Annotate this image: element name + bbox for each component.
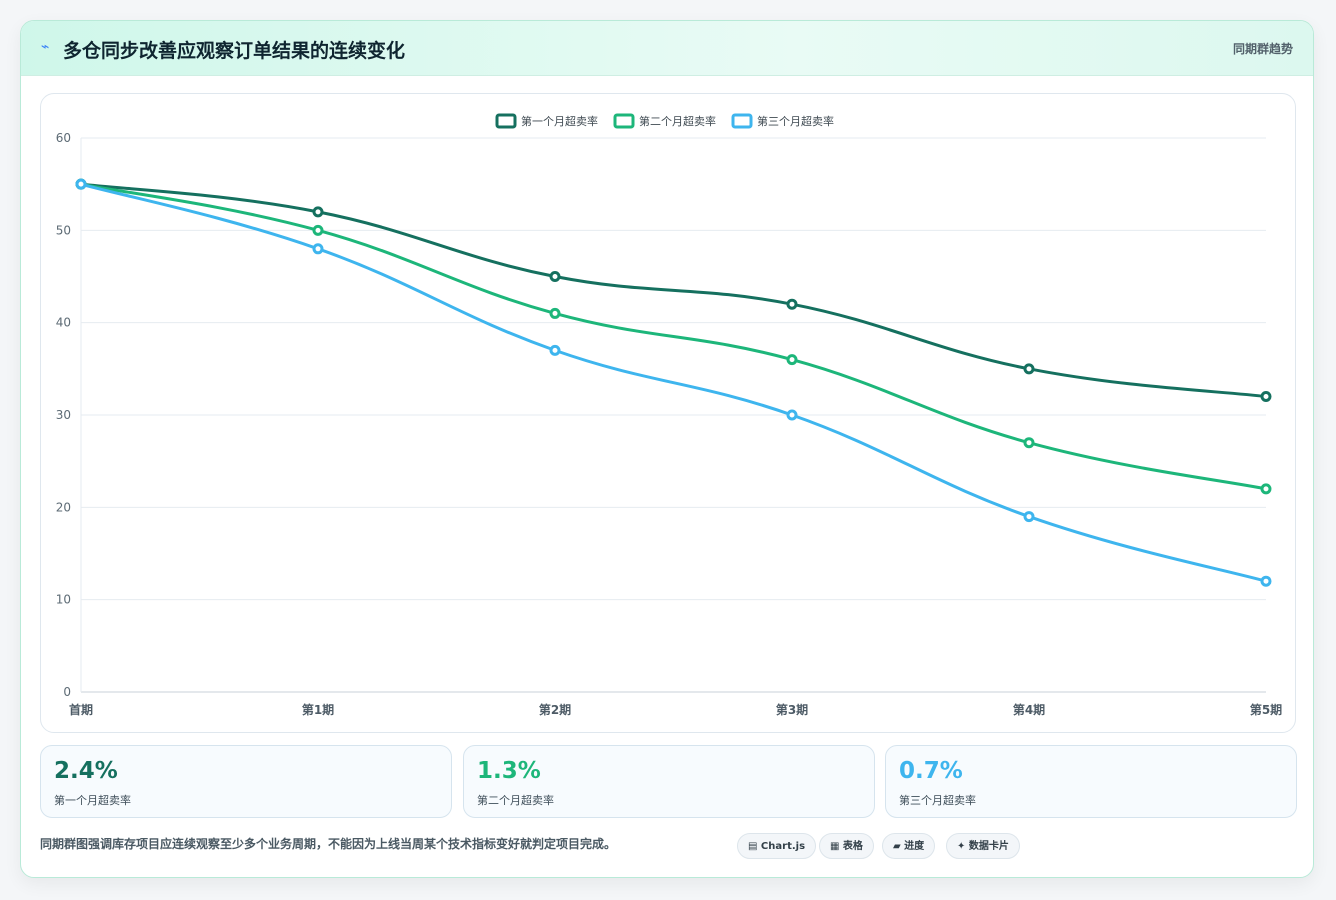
- page-title: 多仓同步改善应观察订单结果的连续变化: [63, 40, 406, 62]
- x-tick-label: 第1期: [302, 702, 334, 717]
- y-tick-label: 40: [56, 316, 71, 330]
- stat-label: 第一个月超卖率: [54, 794, 131, 807]
- data-point: [312, 224, 324, 236]
- legend-label: 第二个月超卖率: [639, 114, 716, 128]
- stat-card-3: 0.7% 第三个月超卖率: [885, 745, 1297, 818]
- data-point: [1260, 483, 1272, 495]
- stat-card-2: 1.3% 第二个月超卖率: [463, 745, 875, 818]
- stat-value: 0.7%: [899, 758, 963, 784]
- series-line-3: [80, 182, 1267, 583]
- bolt-icon: ⌁: [41, 39, 50, 55]
- x-tick-label: 首期: [69, 702, 93, 717]
- data-point: [1023, 437, 1035, 449]
- data-point: [549, 344, 561, 356]
- data-point: [312, 243, 324, 255]
- chip-progress[interactable]: ▰ 进度: [882, 833, 936, 859]
- data-point: [75, 178, 87, 190]
- data-point: [549, 271, 561, 282]
- y-tick-label: 20: [56, 500, 71, 514]
- data-point: [1023, 511, 1035, 523]
- stat-label: 第二个月超卖率: [477, 794, 554, 807]
- card-header: ⌁ 多仓同步改善应观察订单结果的连续变化 同期群趋势: [21, 21, 1313, 76]
- y-tick-label: 10: [56, 593, 71, 607]
- stat-label: 第三个月超卖率: [899, 794, 976, 807]
- x-tick-label: 第2期: [539, 702, 571, 717]
- y-tick-label: 0: [63, 685, 71, 699]
- data-point: [786, 409, 798, 421]
- stat-value: 2.4%: [54, 758, 118, 784]
- x-tick-label: 第5期: [1250, 702, 1282, 717]
- series-line-2: [80, 182, 1267, 491]
- data-point: [1260, 391, 1272, 403]
- footnote: 同期群图强调库存项目应连续观察至少多个业务周期，不能因为上线当周某个技术指标变好…: [40, 837, 617, 851]
- data-point: [1260, 575, 1272, 587]
- data-point: [786, 298, 798, 310]
- data-point: [786, 354, 798, 366]
- legend-label: 第一个月超卖率: [521, 114, 598, 128]
- legend-swatch: [495, 113, 517, 129]
- dashboard-card: ⌁ 多仓同步改善应观察订单结果的连续变化 同期群趋势 0 10 20 30 40 50 60…: [20, 20, 1314, 878]
- x-tick-label: 第4期: [1013, 702, 1045, 717]
- x-tick-label: 第3期: [776, 702, 808, 717]
- y-tick-label: 60: [56, 131, 71, 145]
- chip-chartjs[interactable]: ▤ Chart.js: [737, 833, 817, 859]
- legend-label: 第三个月超卖率: [757, 114, 834, 128]
- data-point: [312, 206, 324, 218]
- y-tick-label: 30: [56, 408, 71, 422]
- legend-swatch: [731, 113, 753, 129]
- chart-panel: 0 10 20 30 40 50 60 首期 第1期 第2期 第3期 第4期 第5期 第一个月超卖率 第二个…: [40, 93, 1296, 733]
- chip-data-card[interactable]: ✦ 数据卡片: [946, 833, 1020, 859]
- chip-table[interactable]: ▦ 表格: [819, 833, 874, 859]
- line-chart: 0 10 20 30 40 50 60 首期 第1期 第2期 第3期 第4期 第5期 第一个月超卖率 第二个…: [56, 113, 1282, 717]
- data-point: [549, 307, 561, 319]
- stat-card-1: 2.4% 第一个月超卖率: [40, 745, 452, 818]
- stat-cards: 2.4% 第一个月超卖率 1.3% 第二个月超卖率 0.7% 第三个月超卖率: [40, 745, 1298, 818]
- header-tag: 同期群趋势: [1232, 42, 1293, 56]
- y-tick-label: 50: [56, 223, 71, 237]
- legend-swatch: [613, 113, 635, 129]
- data-point: [1023, 363, 1035, 375]
- stat-value: 1.3%: [477, 758, 541, 784]
- series-line-1: [80, 182, 1267, 399]
